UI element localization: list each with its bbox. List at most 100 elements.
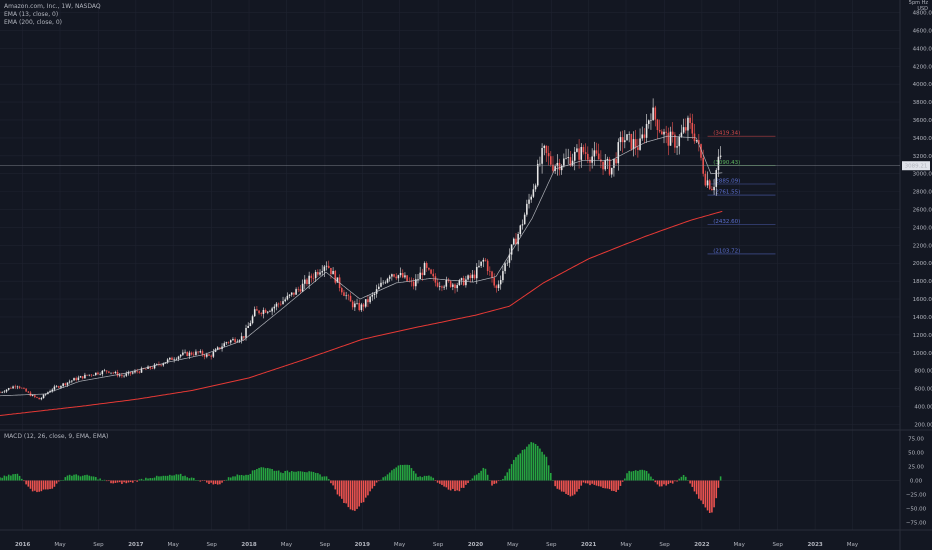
candle-body [624, 140, 626, 143]
candle-body [438, 286, 441, 287]
candle-body [273, 306, 276, 309]
macd-histogram-bar [105, 480, 108, 482]
candle-body [223, 343, 226, 347]
candle-body [708, 180, 711, 189]
candle-body [569, 157, 572, 166]
time-tick-label: 2021 [581, 542, 596, 548]
macd-histogram-bar [223, 480, 226, 481]
candle-body [310, 275, 313, 279]
macd-histogram-bar [406, 464, 408, 481]
macd-histogram-bar [112, 480, 114, 484]
macd-histogram-bar [576, 480, 578, 492]
candle-body [266, 311, 269, 313]
price-tick-label: 2600.00 [913, 208, 932, 214]
candle-body [140, 368, 143, 373]
candle-body [179, 354, 182, 357]
macd-histogram-bar [295, 471, 297, 481]
macd-histogram-bar [532, 442, 535, 481]
macd-histogram-bar [68, 474, 71, 481]
macd-histogram-bar [256, 468, 258, 481]
macd-histogram-bar [64, 477, 67, 481]
candle-body [499, 280, 502, 285]
candle-body [717, 156, 720, 171]
macd-histogram-bar [225, 479, 228, 481]
macd-histogram-bar [258, 467, 260, 481]
macd-histogram-bar [221, 480, 223, 483]
candle-body [547, 153, 550, 157]
macd-histogram-bar [51, 480, 54, 489]
candle-body [97, 372, 99, 375]
candle-body [528, 199, 530, 204]
macd-histogram-bar [260, 467, 263, 481]
candle-body [684, 127, 687, 131]
candle-body [249, 323, 252, 326]
macd-histogram-bar [308, 471, 310, 481]
candle-body [286, 295, 289, 300]
price-tick-label: 4600.00 [913, 28, 932, 34]
macd-histogram-bar [698, 480, 700, 499]
macd-histogram-bar [3, 475, 6, 481]
macd-histogram-bar [684, 476, 687, 481]
candle-body [275, 303, 278, 307]
macd-histogram-bar [480, 470, 482, 481]
macd-histogram-bar [227, 477, 230, 481]
macd-histogram-bar [674, 480, 676, 482]
candle-body [334, 270, 337, 283]
macd-histogram-bar [443, 480, 445, 487]
candle-body [645, 123, 648, 138]
macd-histogram-bar [460, 480, 463, 488]
candle-body [114, 371, 117, 373]
macd-histogram-bar [288, 472, 291, 481]
candle-body [351, 301, 354, 308]
macd-histogram-bar [312, 471, 315, 481]
candle-body [256, 309, 258, 311]
candle-body [606, 158, 609, 161]
candle-body [621, 137, 624, 143]
macd-histogram-bar [40, 480, 43, 492]
candle-body [190, 352, 193, 355]
candle-body [277, 303, 280, 305]
macd-histogram-bar [702, 480, 704, 505]
macd-histogram-bar [526, 446, 528, 481]
candle-body [88, 374, 91, 376]
macd-histogram-bar [29, 480, 32, 489]
macd-histogram-bar [628, 470, 630, 481]
candle-body [129, 372, 132, 374]
price-tick-label: 400.00 [914, 405, 932, 411]
ema13-line [0, 135, 723, 397]
macd-histogram-bar [97, 479, 99, 481]
macd-histogram-bar [140, 478, 143, 481]
candle-body [206, 354, 208, 357]
macd-histogram-bar [280, 472, 282, 481]
fib-level-label: (2103.72) [713, 248, 740, 254]
candle-body [428, 267, 430, 270]
macd-histogram-bar [423, 475, 426, 481]
macd-histogram-bar [88, 475, 91, 481]
macd-histogram-bar [534, 444, 537, 481]
candle-body [571, 160, 574, 166]
candle-body [354, 303, 356, 308]
candle-body [245, 328, 247, 338]
macd-histogram-bar [556, 480, 559, 489]
candle-body [358, 302, 361, 311]
candle-body [151, 368, 154, 369]
candle-body [617, 142, 620, 164]
candle-body [512, 238, 515, 245]
macd-histogram-bar [354, 480, 356, 511]
macd-histogram-bar [306, 472, 308, 481]
candle-body [258, 310, 260, 314]
candle-body [382, 282, 384, 284]
macd-histogram-bar [25, 480, 27, 485]
macd-histogram-bar [689, 480, 691, 484]
price-tick-label: 3000.00 [913, 172, 932, 178]
macd-histogram-bar [547, 465, 550, 481]
macd-histogram-bar [624, 478, 626, 481]
macd-histogram-bar [615, 480, 617, 493]
macd-histogram-bar [384, 476, 387, 481]
candle-body [127, 372, 130, 374]
candle-body [510, 244, 513, 255]
candle-body [421, 272, 424, 276]
time-tick-label: May [507, 542, 519, 548]
candle-body [81, 376, 84, 379]
